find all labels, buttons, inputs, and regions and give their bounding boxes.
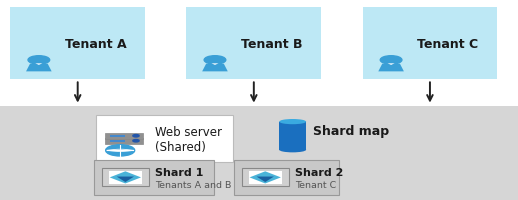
Text: Web server: Web server [155, 125, 222, 138]
Text: Tenants A and B: Tenants A and B [155, 180, 232, 189]
Circle shape [28, 56, 50, 65]
Text: (Shared): (Shared) [155, 140, 206, 153]
Polygon shape [202, 64, 228, 72]
Circle shape [380, 56, 402, 65]
Text: Shard map: Shard map [313, 125, 390, 137]
Bar [110, 140, 125, 142]
Ellipse shape [279, 119, 306, 125]
Bar [279, 122, 306, 150]
Bar [10, 8, 145, 80]
FancyBboxPatch shape [106, 138, 143, 144]
Bar [96, 115, 233, 162]
Polygon shape [35, 64, 42, 66]
Polygon shape [387, 64, 395, 66]
Circle shape [204, 56, 226, 65]
Circle shape [133, 135, 139, 137]
Text: Tenant B: Tenant B [241, 38, 303, 50]
Bar [186, 8, 321, 80]
Text: Tenant C: Tenant C [295, 180, 337, 189]
FancyBboxPatch shape [234, 160, 339, 195]
Text: Tenant C: Tenant C [417, 38, 478, 50]
Bar [110, 135, 125, 137]
Bar [363, 8, 497, 80]
Polygon shape [256, 177, 274, 182]
FancyBboxPatch shape [106, 133, 143, 139]
Polygon shape [378, 64, 404, 72]
Circle shape [133, 140, 139, 142]
Text: Shard 2: Shard 2 [295, 167, 343, 177]
Polygon shape [117, 177, 134, 182]
Bar [0, 106, 518, 200]
FancyBboxPatch shape [242, 168, 289, 186]
Polygon shape [211, 64, 219, 66]
Ellipse shape [279, 147, 306, 153]
FancyBboxPatch shape [102, 168, 149, 186]
Polygon shape [110, 171, 141, 184]
Polygon shape [26, 64, 52, 72]
Text: Shard 1: Shard 1 [155, 167, 204, 177]
Text: Tenant A: Tenant A [65, 38, 126, 50]
Circle shape [106, 145, 135, 156]
Polygon shape [250, 171, 281, 184]
Bar [249, 171, 282, 184]
Bar [109, 171, 142, 184]
FancyBboxPatch shape [94, 160, 214, 195]
